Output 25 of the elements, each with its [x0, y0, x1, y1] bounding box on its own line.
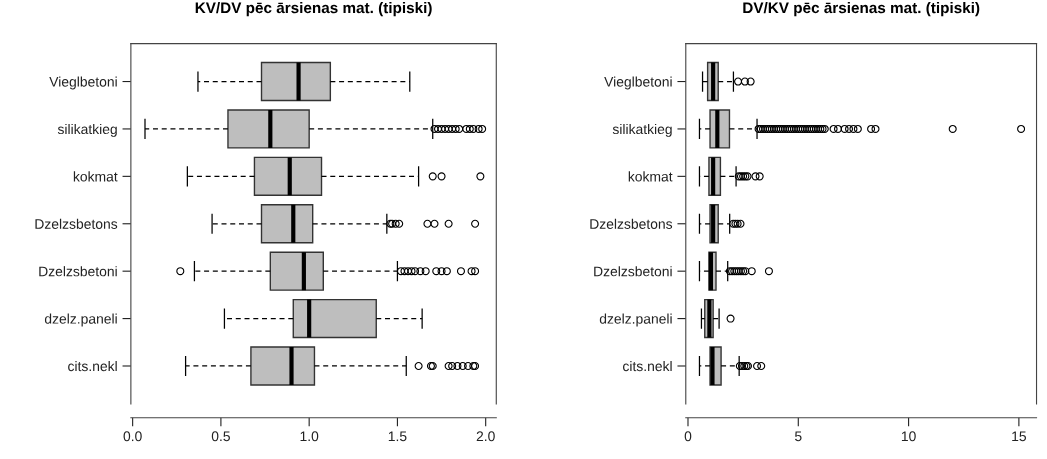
chart-title: KV/DV pēc ārsienas mat. (tipiski) [195, 1, 432, 17]
y-tick-label: cits.nekl [623, 360, 672, 372]
y-tick-label: Dzelzsbetoni [39, 266, 117, 277]
x-tick-label: 5 [794, 431, 802, 442]
y-tick-label: dzelz.paneli [44, 313, 117, 327]
y-tick-label: Dzelzsbetoni [594, 266, 672, 277]
x-tick-label: 0.5 [211, 431, 230, 442]
y-tick-label: Vieglbetoni [604, 76, 672, 90]
y-tick-label: Dzelzsbetons [590, 218, 673, 229]
y-tick-label: silikatkieg [612, 123, 672, 137]
x-tick-label: 1.5 [388, 431, 407, 442]
x-tick-label: 0 [684, 431, 692, 442]
y-tick-label: Dzelzsbetons [35, 218, 118, 229]
y-tick-label: Vieglbetoni [49, 76, 117, 90]
y-tick-label: silikatkieg [57, 123, 117, 137]
x-tick-label: 1.0 [300, 431, 319, 442]
y-tick-label: cits.nekl [68, 360, 117, 372]
x-tick-label: 15 [1012, 431, 1027, 442]
y-tick-label: dzelz.paneli [599, 313, 672, 327]
x-tick-label: 2.0 [476, 431, 495, 442]
x-tick-label: 10 [901, 431, 916, 442]
y-tick-label: kokmat [73, 171, 118, 182]
x-tick-label: 0.0 [123, 431, 142, 442]
y-tick-label: kokmat [628, 171, 673, 182]
chart-title: DV/KV pēc ārsienas mat. (tipiski) [743, 1, 980, 17]
